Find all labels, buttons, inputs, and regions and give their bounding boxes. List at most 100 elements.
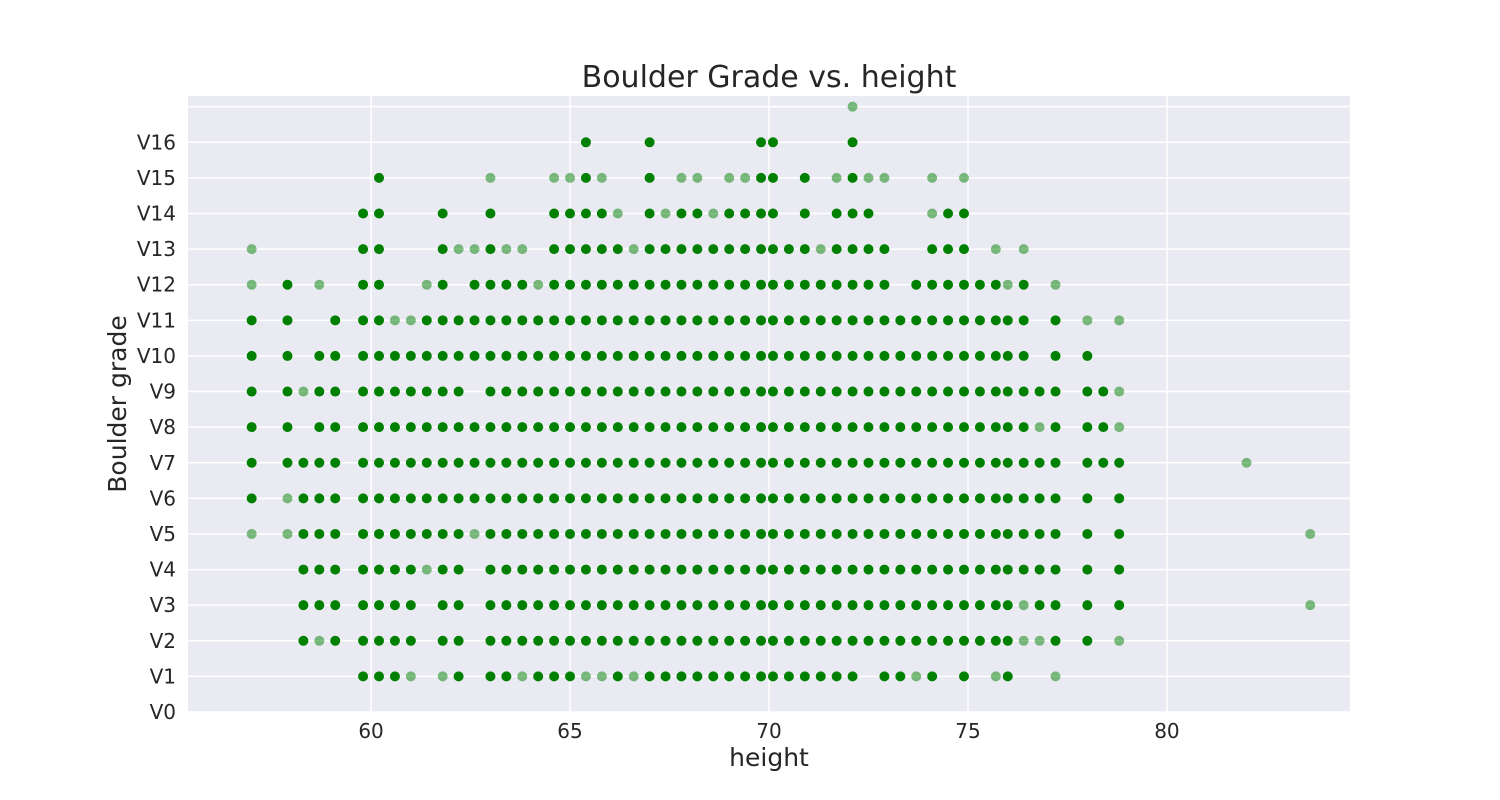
data-point bbox=[612, 279, 623, 290]
data-point bbox=[958, 350, 969, 361]
y-tick-label: V5 bbox=[150, 522, 176, 546]
data-point bbox=[990, 493, 1001, 504]
data-point bbox=[943, 279, 954, 290]
data-point bbox=[469, 493, 480, 504]
data-point bbox=[927, 671, 938, 682]
data-point bbox=[1114, 457, 1125, 468]
data-point bbox=[815, 279, 826, 290]
data-point bbox=[958, 244, 969, 255]
data-point bbox=[783, 600, 794, 611]
data-point bbox=[756, 244, 767, 255]
y-tick-label: V1 bbox=[150, 664, 176, 688]
data-point bbox=[1002, 600, 1013, 611]
data-point bbox=[549, 564, 560, 575]
data-point bbox=[943, 386, 954, 397]
data-point bbox=[767, 386, 778, 397]
y-tick-label: V3 bbox=[150, 593, 176, 617]
data-point bbox=[644, 600, 655, 611]
data-point bbox=[389, 671, 400, 682]
data-point bbox=[783, 528, 794, 539]
data-point bbox=[298, 564, 309, 575]
data-point bbox=[767, 564, 778, 575]
data-point bbox=[660, 457, 671, 468]
data-point bbox=[943, 350, 954, 361]
data-point bbox=[612, 528, 623, 539]
y-tick-label: V15 bbox=[137, 166, 176, 190]
data-point bbox=[708, 600, 719, 611]
data-point bbox=[756, 386, 767, 397]
data-point bbox=[437, 386, 448, 397]
data-point bbox=[927, 635, 938, 646]
data-point bbox=[1018, 244, 1029, 255]
data-point bbox=[974, 457, 985, 468]
data-point bbox=[1082, 350, 1093, 361]
data-point bbox=[660, 244, 671, 255]
data-point bbox=[676, 671, 687, 682]
data-point bbox=[314, 493, 325, 504]
data-point bbox=[756, 493, 767, 504]
data-point bbox=[990, 315, 1001, 326]
data-point bbox=[740, 208, 751, 219]
data-point bbox=[927, 422, 938, 433]
data-point bbox=[246, 350, 257, 361]
data-point bbox=[692, 635, 703, 646]
data-point bbox=[549, 635, 560, 646]
data-point bbox=[596, 635, 607, 646]
data-point bbox=[692, 350, 703, 361]
data-point bbox=[644, 350, 655, 361]
data-point bbox=[1018, 457, 1029, 468]
data-point bbox=[783, 279, 794, 290]
data-point bbox=[453, 671, 464, 682]
data-point bbox=[863, 172, 874, 183]
data-point bbox=[628, 564, 639, 575]
data-point bbox=[596, 279, 607, 290]
data-point bbox=[958, 386, 969, 397]
data-point bbox=[565, 564, 576, 575]
data-point bbox=[990, 386, 1001, 397]
x-tick-label: 80 bbox=[1154, 719, 1179, 743]
data-point bbox=[389, 635, 400, 646]
data-point bbox=[708, 386, 719, 397]
data-point bbox=[895, 315, 906, 326]
data-point bbox=[1050, 564, 1061, 575]
data-point bbox=[756, 172, 767, 183]
data-point bbox=[831, 600, 842, 611]
data-point bbox=[815, 600, 826, 611]
data-point bbox=[692, 172, 703, 183]
data-point bbox=[879, 244, 890, 255]
data-point bbox=[799, 350, 810, 361]
data-point bbox=[644, 493, 655, 504]
data-point bbox=[974, 386, 985, 397]
data-point bbox=[879, 600, 890, 611]
data-point bbox=[863, 457, 874, 468]
data-point bbox=[596, 386, 607, 397]
data-point bbox=[831, 208, 842, 219]
data-point bbox=[879, 172, 890, 183]
data-point bbox=[863, 244, 874, 255]
data-point bbox=[421, 457, 432, 468]
data-point bbox=[644, 671, 655, 682]
data-point bbox=[549, 208, 560, 219]
data-point bbox=[943, 315, 954, 326]
data-point bbox=[831, 315, 842, 326]
data-point bbox=[485, 528, 496, 539]
data-point bbox=[358, 564, 369, 575]
data-point bbox=[421, 528, 432, 539]
data-point bbox=[911, 671, 922, 682]
data-point bbox=[660, 386, 671, 397]
data-point bbox=[565, 493, 576, 504]
data-point bbox=[990, 600, 1001, 611]
data-point bbox=[767, 457, 778, 468]
data-point bbox=[958, 208, 969, 219]
data-point bbox=[767, 422, 778, 433]
data-point bbox=[756, 208, 767, 219]
data-point bbox=[927, 457, 938, 468]
data-point bbox=[437, 564, 448, 575]
data-point bbox=[831, 244, 842, 255]
data-point bbox=[612, 315, 623, 326]
data-point bbox=[517, 528, 528, 539]
data-point bbox=[1114, 422, 1125, 433]
data-point bbox=[692, 279, 703, 290]
data-point bbox=[469, 350, 480, 361]
data-point bbox=[767, 315, 778, 326]
